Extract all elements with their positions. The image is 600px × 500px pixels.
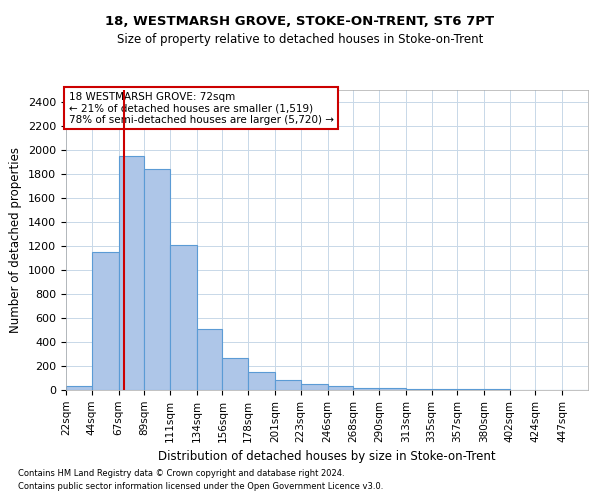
- Bar: [301, 384, 328, 390]
- Bar: [119, 156, 144, 390]
- X-axis label: Distribution of detached houses by size in Stoke-on-Trent: Distribution of detached houses by size …: [158, 450, 496, 463]
- Bar: [275, 380, 301, 390]
- Bar: [431, 389, 457, 390]
- Text: Contains public sector information licensed under the Open Government Licence v3: Contains public sector information licen…: [18, 482, 383, 491]
- Text: 18 WESTMARSH GROVE: 72sqm
← 21% of detached houses are smaller (1,519)
78% of se: 18 WESTMARSH GROVE: 72sqm ← 21% of detac…: [68, 92, 334, 124]
- Bar: [379, 388, 406, 390]
- Bar: [66, 386, 92, 390]
- Bar: [170, 245, 197, 390]
- Text: Contains HM Land Registry data © Crown copyright and database right 2024.: Contains HM Land Registry data © Crown c…: [18, 468, 344, 477]
- Bar: [248, 372, 275, 390]
- Bar: [406, 389, 431, 390]
- Bar: [197, 329, 223, 390]
- Text: 18, WESTMARSH GROVE, STOKE-ON-TRENT, ST6 7PT: 18, WESTMARSH GROVE, STOKE-ON-TRENT, ST6…: [106, 15, 494, 28]
- Y-axis label: Number of detached properties: Number of detached properties: [10, 147, 22, 333]
- Bar: [92, 252, 119, 390]
- Bar: [144, 169, 170, 390]
- Bar: [328, 386, 353, 390]
- Bar: [223, 358, 248, 390]
- Text: Size of property relative to detached houses in Stoke-on-Trent: Size of property relative to detached ho…: [117, 32, 483, 46]
- Bar: [353, 388, 379, 390]
